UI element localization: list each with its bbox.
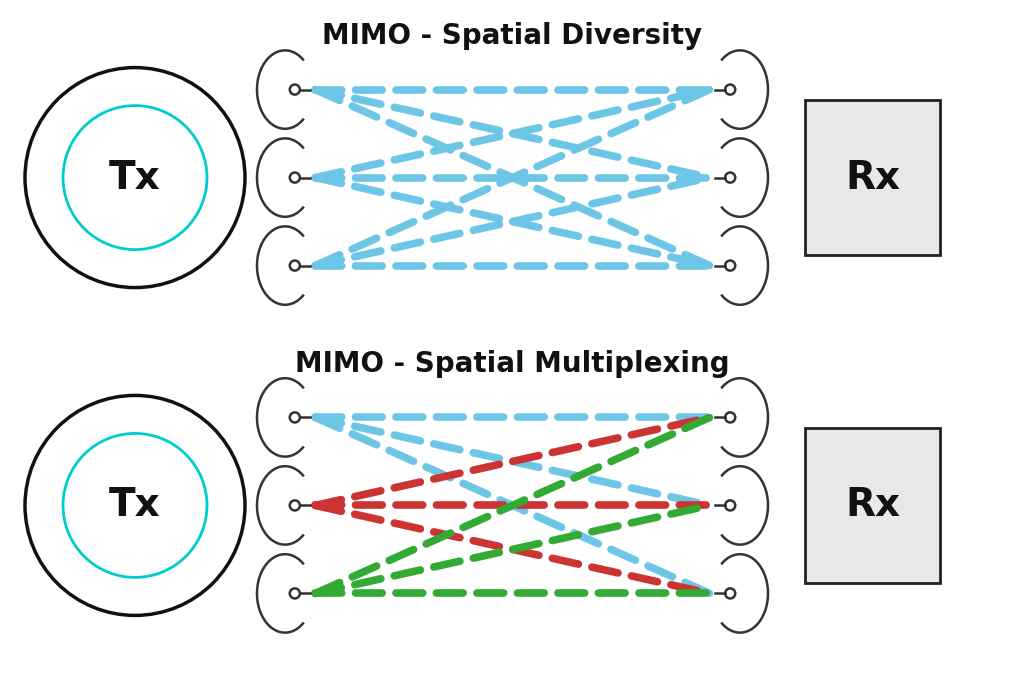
Bar [805,428,940,583]
Text: Tx: Tx [110,486,161,525]
Text: Tx: Tx [110,158,161,197]
Text: MIMO - Spatial Multiplexing: MIMO - Spatial Multiplexing [295,350,729,378]
Text: Rx: Rx [845,158,900,197]
Text: Rx: Rx [845,486,900,525]
Text: MIMO - Spatial Diversity: MIMO - Spatial Diversity [322,22,702,50]
Circle shape [63,434,207,577]
Circle shape [25,68,245,288]
Circle shape [63,106,207,249]
Bar [805,100,940,255]
Circle shape [25,395,245,615]
